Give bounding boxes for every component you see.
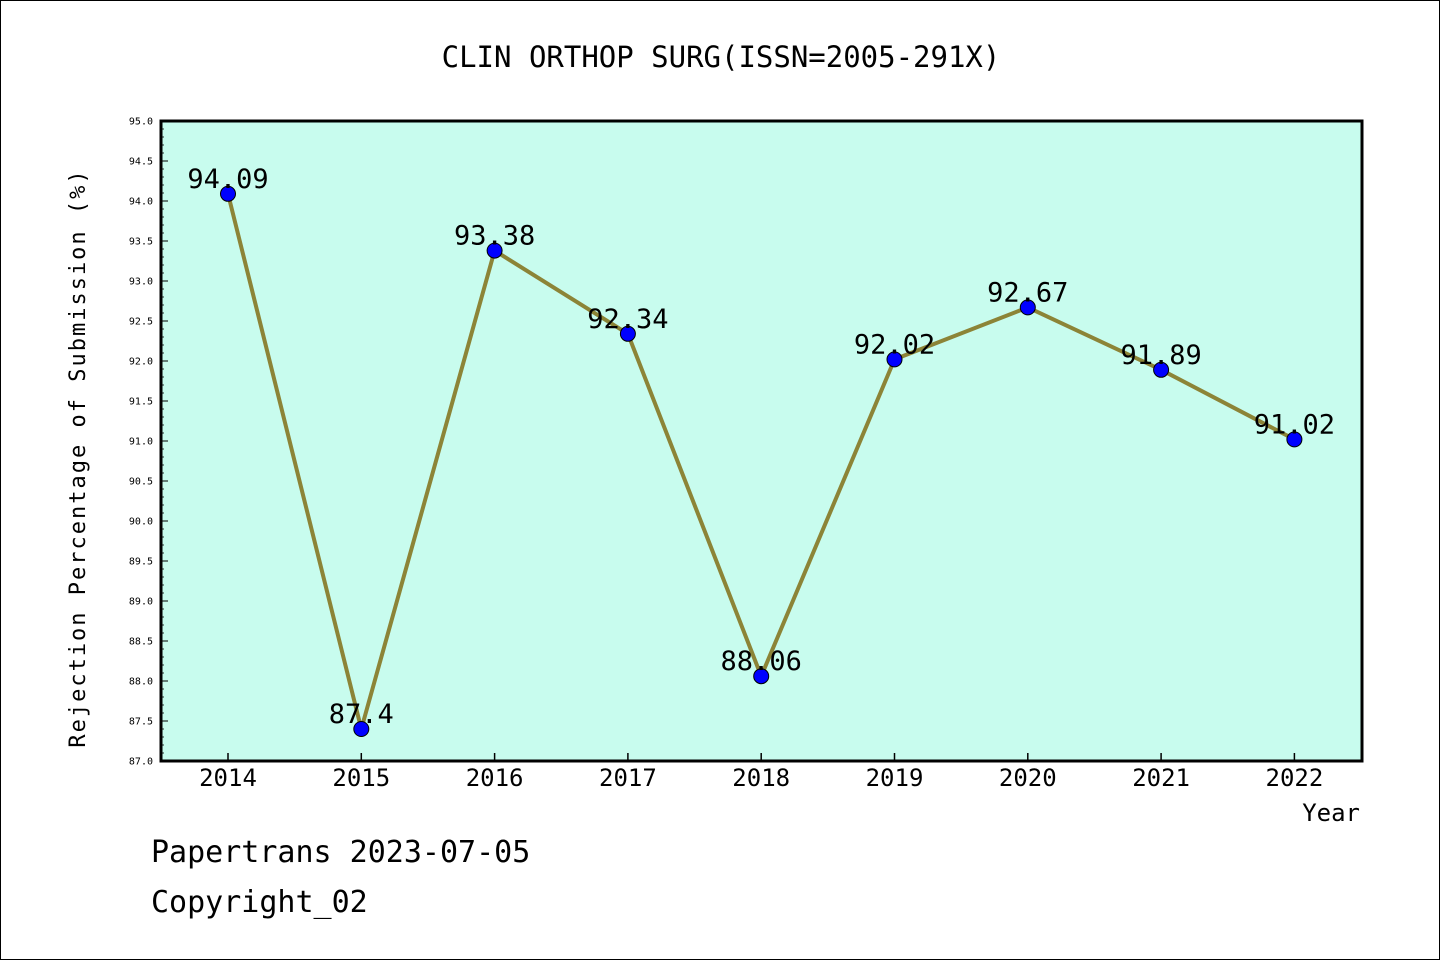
y-tick-label: 94.5 [129, 157, 153, 168]
y-tick-label: 88.5 [129, 637, 153, 648]
data-point [486, 242, 503, 259]
data-label: 88.06 [721, 646, 802, 677]
data-point [1286, 431, 1303, 448]
data-label: 91.89 [1120, 340, 1201, 371]
footer-copyright: Copyright_02 [151, 885, 368, 920]
x-tick-label: 2020 [999, 764, 1057, 792]
y-tick-label: 92.5 [129, 317, 153, 328]
x-tick-label: 2014 [199, 764, 257, 792]
x-tick-label: 2018 [732, 764, 790, 792]
footer-date: Papertrans 2023-07-05 [151, 835, 531, 870]
data-point [753, 668, 770, 685]
x-tick-label: 2021 [1132, 764, 1190, 792]
chart-title: CLIN ORTHOP SURG(ISSN=2005-291X) [442, 40, 1001, 74]
data-label: 92.34 [587, 304, 668, 335]
data-markers [220, 185, 1303, 737]
y-tick-label: 95.0 [129, 117, 153, 128]
x-axis-label: Year [1302, 799, 1360, 827]
y-tick-label: 90.0 [129, 517, 153, 528]
data-label: 94.09 [187, 164, 268, 195]
y-tick-label: 87.5 [129, 717, 153, 728]
y-tick-label: 92.0 [129, 357, 153, 368]
x-tick-label: 2016 [466, 764, 524, 792]
data-label: 93.38 [454, 221, 535, 252]
x-tick-label: 2015 [332, 764, 390, 792]
data-point [619, 325, 636, 342]
x-axis: 2014 2015 2016 2017 2018 2019 2020 2021 2022 [199, 753, 1323, 792]
x-tick-label: 2022 [1266, 764, 1324, 792]
y-axis-label: Rejection Percentage of Submission (%) [66, 168, 91, 747]
y-tick-label: 88.0 [129, 677, 153, 688]
data-label: 87.4 [329, 699, 394, 730]
x-tick-label: 2017 [599, 764, 657, 792]
y-tick-label: 94.0 [129, 197, 153, 208]
data-label: 92.67 [987, 277, 1068, 308]
data-label: 91.02 [1254, 409, 1335, 440]
y-tick-label: 90.5 [129, 477, 153, 488]
data-label: 92.02 [854, 329, 935, 360]
data-point [220, 185, 236, 202]
y-tick-label: 87.0 [129, 757, 153, 768]
y-tick-label: 91.0 [129, 437, 153, 448]
y-tick-label: 89.0 [129, 597, 153, 608]
data-point [353, 721, 370, 737]
y-tick-label: 89.5 [129, 557, 153, 568]
y-tick-label: 93.0 [129, 277, 153, 288]
data-point [1153, 361, 1170, 378]
y-axis: 87.0 87.5 88.0 88.5 89.0 89.5 90.0 90.5 91.0 91.5… [129, 117, 168, 768]
x-tick-label: 2019 [866, 764, 924, 792]
data-point [886, 351, 903, 368]
data-point [1019, 299, 1036, 316]
y-tick-label: 91.5 [129, 397, 153, 408]
data-labels: 94.09 87.4 93.38 92.34 88.06 92.02 92.67 91.89 9… [187, 164, 1335, 730]
plot-area [159, 119, 1364, 763]
y-tick-label: 93.5 [129, 237, 153, 248]
